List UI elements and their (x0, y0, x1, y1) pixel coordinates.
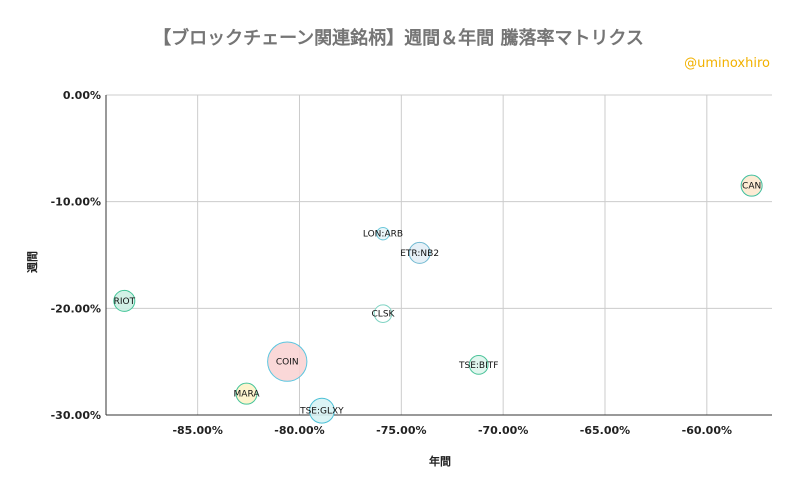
bubbles (113, 174, 763, 424)
bubble-can (740, 174, 763, 197)
x-tick-label: -70.00% (478, 424, 528, 437)
y-tick-label: -10.00% (51, 196, 101, 209)
x-tick-label: -65.00% (580, 424, 630, 437)
bubble-label: TSE:BITF (458, 361, 498, 371)
bubble-label: LON:ARB (363, 230, 403, 240)
x-tick-label: -75.00% (376, 424, 426, 437)
y-axis-title: 週間 (25, 251, 39, 273)
axes (105, 95, 772, 416)
bubble-lon-arb (376, 226, 390, 241)
author-credit: @uminoxhiro (684, 56, 770, 71)
x-tick-label: -60.00% (682, 424, 732, 437)
x-tick-label: -85.00% (172, 424, 222, 437)
bubble-tse-glxy (308, 397, 335, 424)
y-tick-label: 0.00% (63, 89, 101, 102)
bubble-label: COIN (276, 358, 299, 368)
bubble-labels: CAN LON:ARB ETR:NB2 RIOT CLSK COIN TSE:BITF MAR… (114, 182, 762, 417)
chart-title: 【ブロックチェーン関連銘柄】週間＆年間 騰落率マトリクス (153, 28, 644, 49)
bubble-label: CAN (742, 182, 761, 192)
bubble-etr-nb2 (408, 241, 431, 264)
bubble-clsk (373, 304, 393, 323)
bubble-tse-bitf (468, 354, 489, 375)
y-tick-label: -20.00% (51, 302, 101, 315)
y-tick-label: -30.00% (51, 409, 101, 422)
x-tick-labels: -85.00% -80.00% -75.00% -70.00% -65.00% -60.0… (172, 424, 732, 437)
bubble-label: CLSK (372, 310, 396, 320)
bubble-coin (267, 341, 308, 382)
bubble-label: ETR:NB2 (400, 249, 439, 259)
bubble-label: MARA (234, 390, 261, 400)
x-tick-label: -80.00% (274, 424, 324, 437)
x-axis-title: 年間 (429, 454, 451, 468)
bubble-label: TSE:GLXY (299, 407, 344, 417)
bubble-mara (235, 382, 258, 405)
bubble-riot (113, 289, 136, 312)
bubble-label: RIOT (114, 297, 136, 307)
y-tick-labels: 0.00% -10.00% -20.00% -30.00% (51, 89, 101, 422)
